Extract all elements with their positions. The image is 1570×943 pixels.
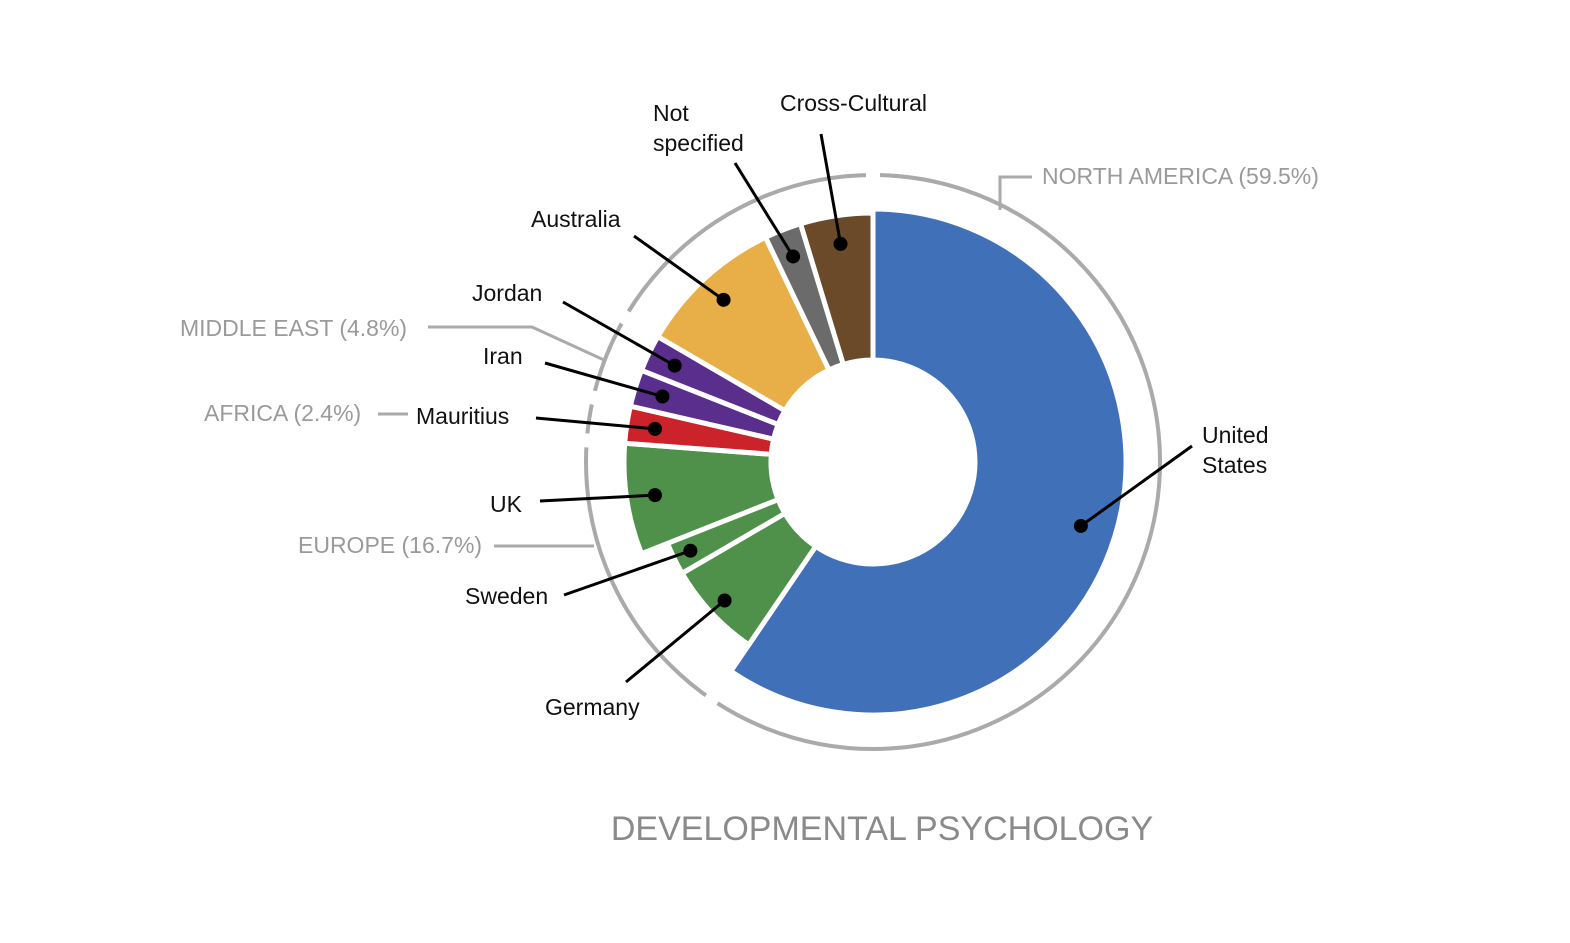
- leader-cross-cultural: [819, 133, 843, 245]
- label-sweden: Sweden: [465, 583, 548, 609]
- label-australia: Australia: [531, 206, 621, 232]
- region-label-africa: AFRICA (2.4%): [204, 400, 361, 426]
- leader-iran: [544, 361, 663, 398]
- region-labels: NORTH AMERICA (59.5%) MIDDLE EAST (4.8%)…: [180, 163, 1319, 558]
- dot-uk: [648, 488, 663, 503]
- label-mauritius: Mauritius: [416, 403, 509, 429]
- label-united-states-line2: States: [1202, 452, 1267, 478]
- slice-labels: United States Germany Sweden UK Mauritiu…: [416, 90, 1275, 720]
- dot-jordan: [667, 358, 682, 373]
- leader-australia: [633, 234, 725, 302]
- north-america-leader: [998, 175, 1032, 210]
- dot-germany: [717, 593, 732, 608]
- label-united-states-line1: United: [1202, 422, 1268, 448]
- label-uk: UK: [490, 491, 523, 517]
- chart-title: DEVELOPMENTAL PSYCHOLOGY: [611, 810, 1153, 848]
- dot-united-states: [1073, 518, 1088, 533]
- leader-uk: [539, 493, 656, 503]
- dot-not-specified: [786, 249, 801, 264]
- label-united-states: United States: [1202, 422, 1275, 478]
- leader-not-specified: [733, 162, 795, 258]
- region-label-north-america: NORTH AMERICA (59.5%): [1042, 163, 1319, 189]
- leader-mauritius: [535, 416, 656, 431]
- region-label-middle-east: MIDDLE EAST (4.8%): [180, 315, 407, 341]
- leader-jordan: [562, 300, 676, 367]
- dot-mauritius: [648, 421, 663, 436]
- label-germany: Germany: [545, 694, 640, 720]
- dot-iran: [655, 389, 670, 404]
- donut-slices: [621, 206, 1129, 718]
- leader-germany: [625, 599, 726, 684]
- dot-sweden: [683, 543, 698, 558]
- slice-cross-cultural: [797, 210, 876, 368]
- dot-australia: [716, 292, 731, 307]
- region-label-europe: EUROPE (16.7%): [298, 532, 482, 558]
- label-not-specified: Not specified: [653, 100, 744, 156]
- label-jordan: Jordan: [472, 280, 542, 306]
- label-cross-cultural: Cross-Cultural: [780, 90, 927, 116]
- label-iran: Iran: [483, 343, 523, 369]
- middle-east-leader: [428, 325, 605, 362]
- slice-united-states: [727, 206, 1129, 718]
- leader-sweden: [563, 549, 691, 597]
- label-not-specified-line2: specified: [653, 130, 744, 156]
- dot-cross-cultural: [833, 236, 848, 251]
- label-not-specified-line1: Not: [653, 100, 689, 126]
- leader-lines: [535, 133, 1193, 684]
- leader-united-states: [1080, 444, 1193, 528]
